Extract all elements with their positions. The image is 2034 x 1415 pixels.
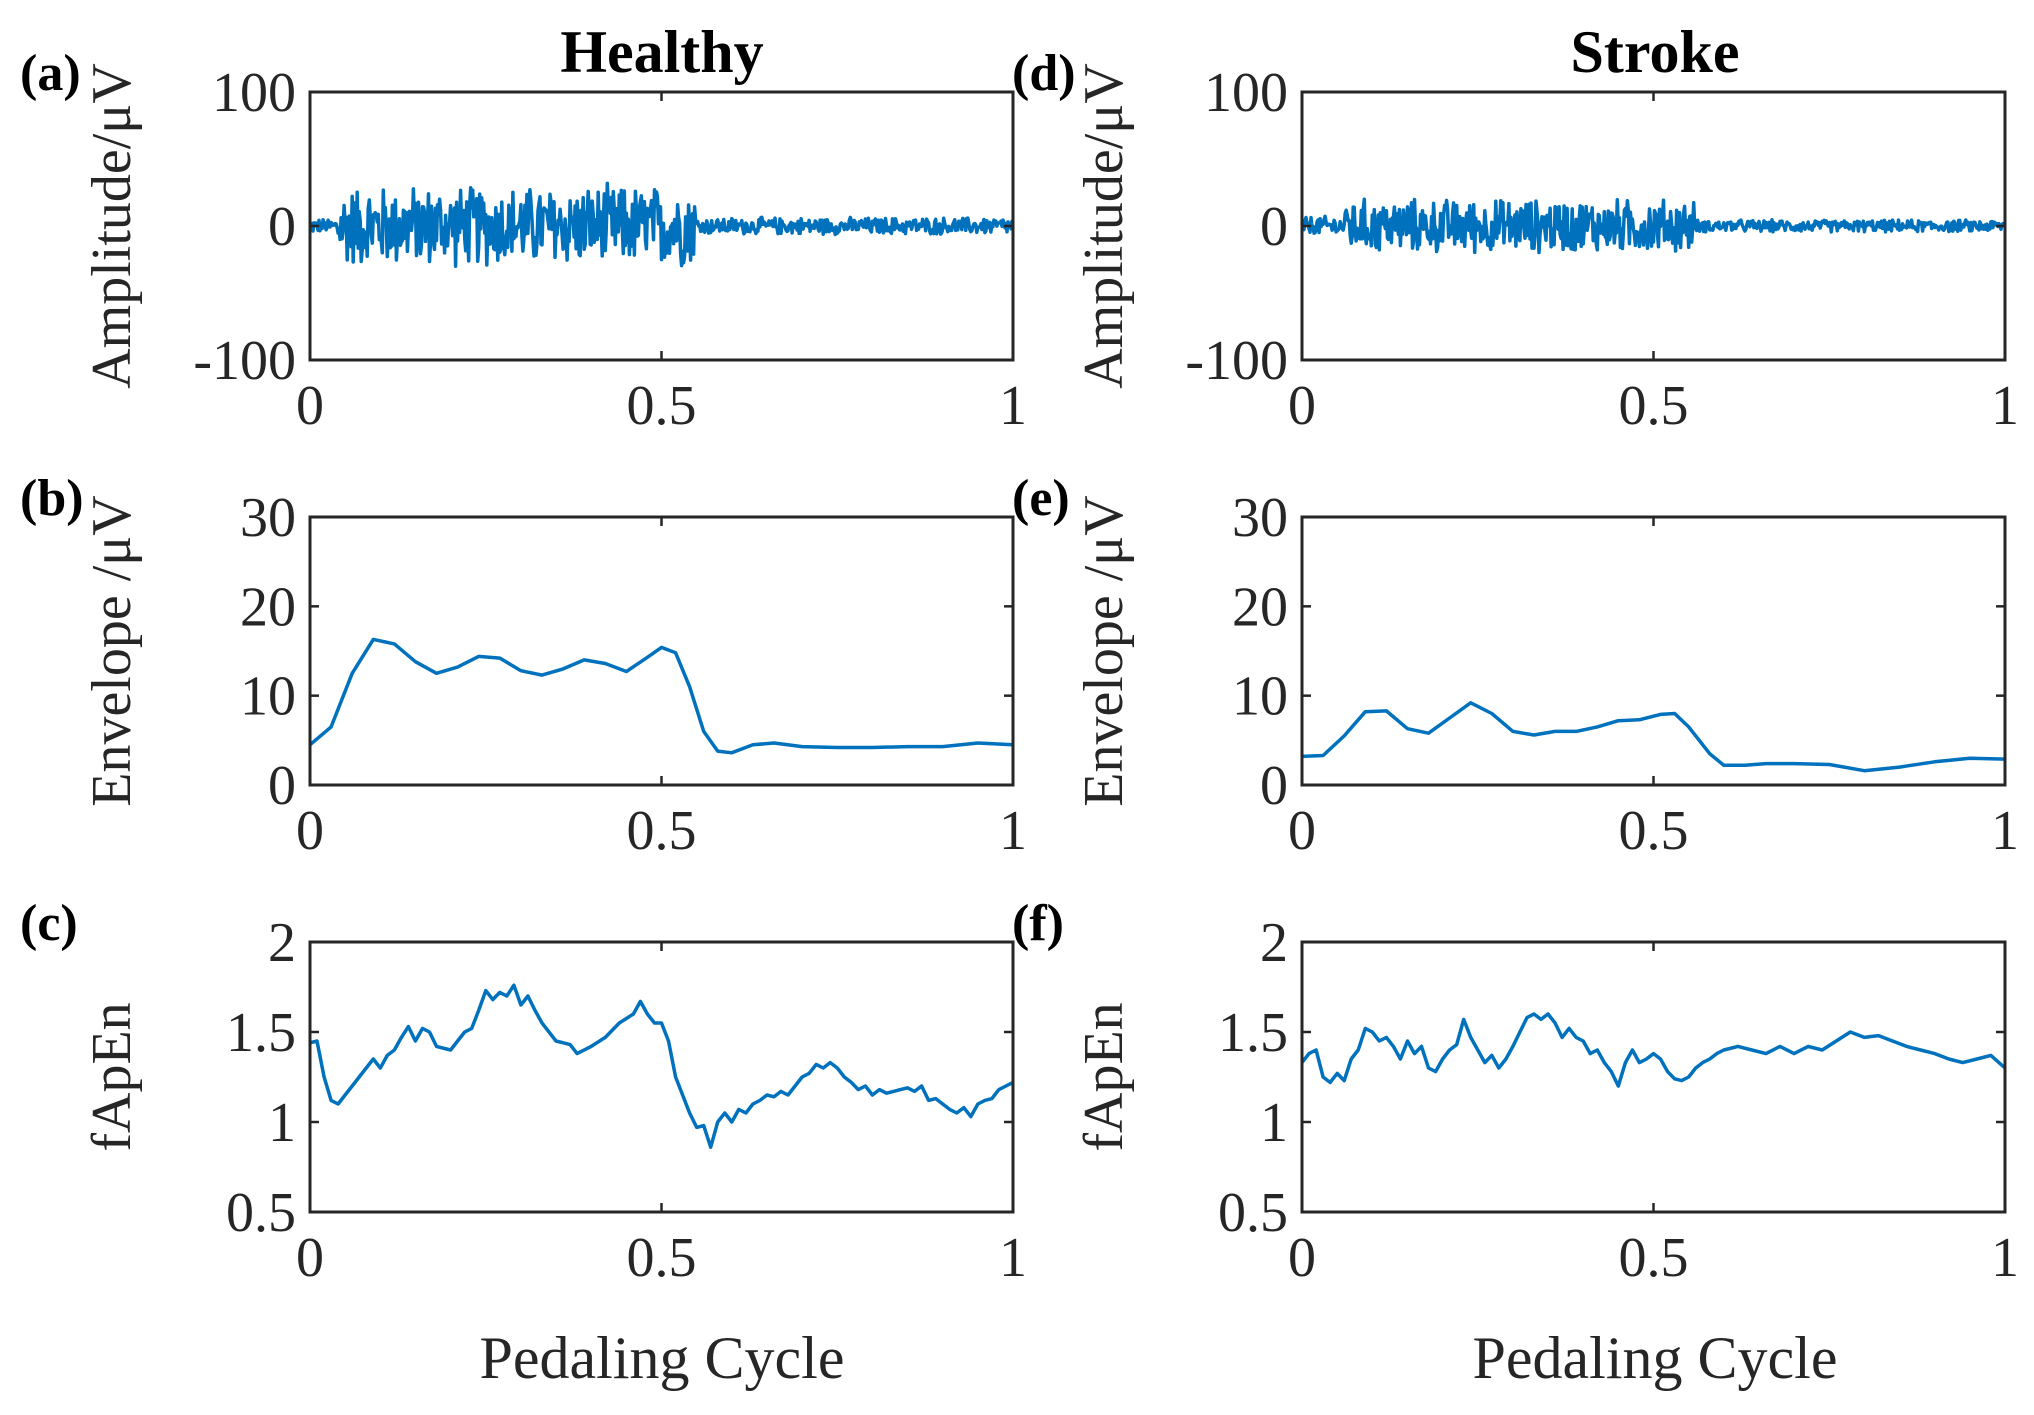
y-tick-label: 30: [240, 487, 296, 549]
panel-label-e: (e): [1012, 470, 1070, 527]
y-tick-label: 100: [212, 62, 296, 124]
y-tick-label: 0.5: [226, 1182, 296, 1244]
panel-label-b: (b): [20, 470, 84, 527]
x-axis-label-healthy: Pedaling Cycle: [480, 1325, 845, 1391]
x-tick-label: 0.5: [627, 375, 697, 437]
x-tick-label: 1: [1991, 800, 2019, 862]
axes-box-e: [1300, 515, 2007, 787]
y-tick-label: 2: [268, 912, 296, 974]
y-tick-label: -100: [1185, 330, 1288, 392]
x-tick-label: 0: [1288, 375, 1316, 437]
panel-label-d: (d): [1012, 45, 1076, 102]
column-title-stroke: Stroke: [1571, 19, 1740, 85]
x-tick-label: 1: [1991, 375, 2019, 437]
y-tick-label: 1: [268, 1092, 296, 1154]
y-tick-label: 20: [1232, 576, 1288, 638]
axes-box-b: [308, 515, 1015, 787]
y-tick-label: 20: [240, 576, 296, 638]
panel-label-f: (f): [1012, 895, 1064, 952]
series-line-f: [1300, 1012, 2007, 1088]
axes-box-c: [308, 940, 1015, 1214]
y-axis-label-a: Amplitude/μV: [81, 63, 143, 389]
y-axis-label-b: Envelope /μV: [81, 495, 143, 807]
x-tick-label: 1: [999, 800, 1027, 862]
x-tick-label: 0.5: [1619, 800, 1689, 862]
x-tick-label: 0.5: [627, 800, 697, 862]
y-tick-label: 0: [1260, 196, 1288, 258]
x-tick-label: 0.5: [1619, 375, 1689, 437]
y-axis-label-c: fApEn: [81, 1002, 143, 1151]
x-tick-label: 1: [999, 1227, 1027, 1289]
y-tick-label: -100: [193, 330, 296, 392]
x-tick-label: 0.5: [1619, 1227, 1689, 1289]
series-line-a: [309, 181, 1015, 268]
panel-label-c: (c): [20, 895, 78, 952]
y-tick-label: 0: [1260, 755, 1288, 817]
panel-label-a: (a): [20, 45, 81, 102]
x-tick-label: 1: [999, 375, 1027, 437]
x-axis-label-stroke: Pedaling Cycle: [1473, 1325, 1838, 1391]
x-tick-label: 0: [1288, 800, 1316, 862]
y-tick-label: 10: [1232, 666, 1288, 728]
y-tick-label: 1.5: [1218, 1002, 1288, 1064]
y-tick-label: 0.5: [1218, 1182, 1288, 1244]
y-tick-label: 1.5: [226, 1002, 296, 1064]
series-line-d: [1301, 197, 2006, 255]
x-tick-label: 0: [296, 800, 324, 862]
y-axis-label-f: fApEn: [1073, 1002, 1135, 1151]
series-line-e: [1301, 701, 2006, 773]
y-tick-label: 10: [240, 666, 296, 728]
y-tick-label: 30: [1232, 487, 1288, 549]
axes-box-f: [1300, 940, 2007, 1214]
y-tick-label: 100: [1204, 62, 1288, 124]
x-tick-label: 1: [1991, 1227, 2019, 1289]
y-tick-label: 0: [268, 755, 296, 817]
y-tick-label: 1: [1260, 1092, 1288, 1154]
series-line-b: [308, 637, 1014, 755]
y-tick-label: 0: [268, 196, 296, 258]
y-axis-label-d: Amplitude/μV: [1073, 63, 1135, 389]
column-title-healthy: Healthy: [560, 19, 763, 85]
x-tick-label: 0.5: [627, 1227, 697, 1289]
y-axis-label-e: Envelope /μV: [1073, 495, 1135, 807]
x-tick-label: 0: [1288, 1227, 1316, 1289]
x-tick-label: 0: [296, 1227, 324, 1289]
x-tick-label: 0: [296, 375, 324, 437]
series-line-c: [309, 983, 1014, 1149]
y-tick-label: 2: [1260, 912, 1288, 974]
